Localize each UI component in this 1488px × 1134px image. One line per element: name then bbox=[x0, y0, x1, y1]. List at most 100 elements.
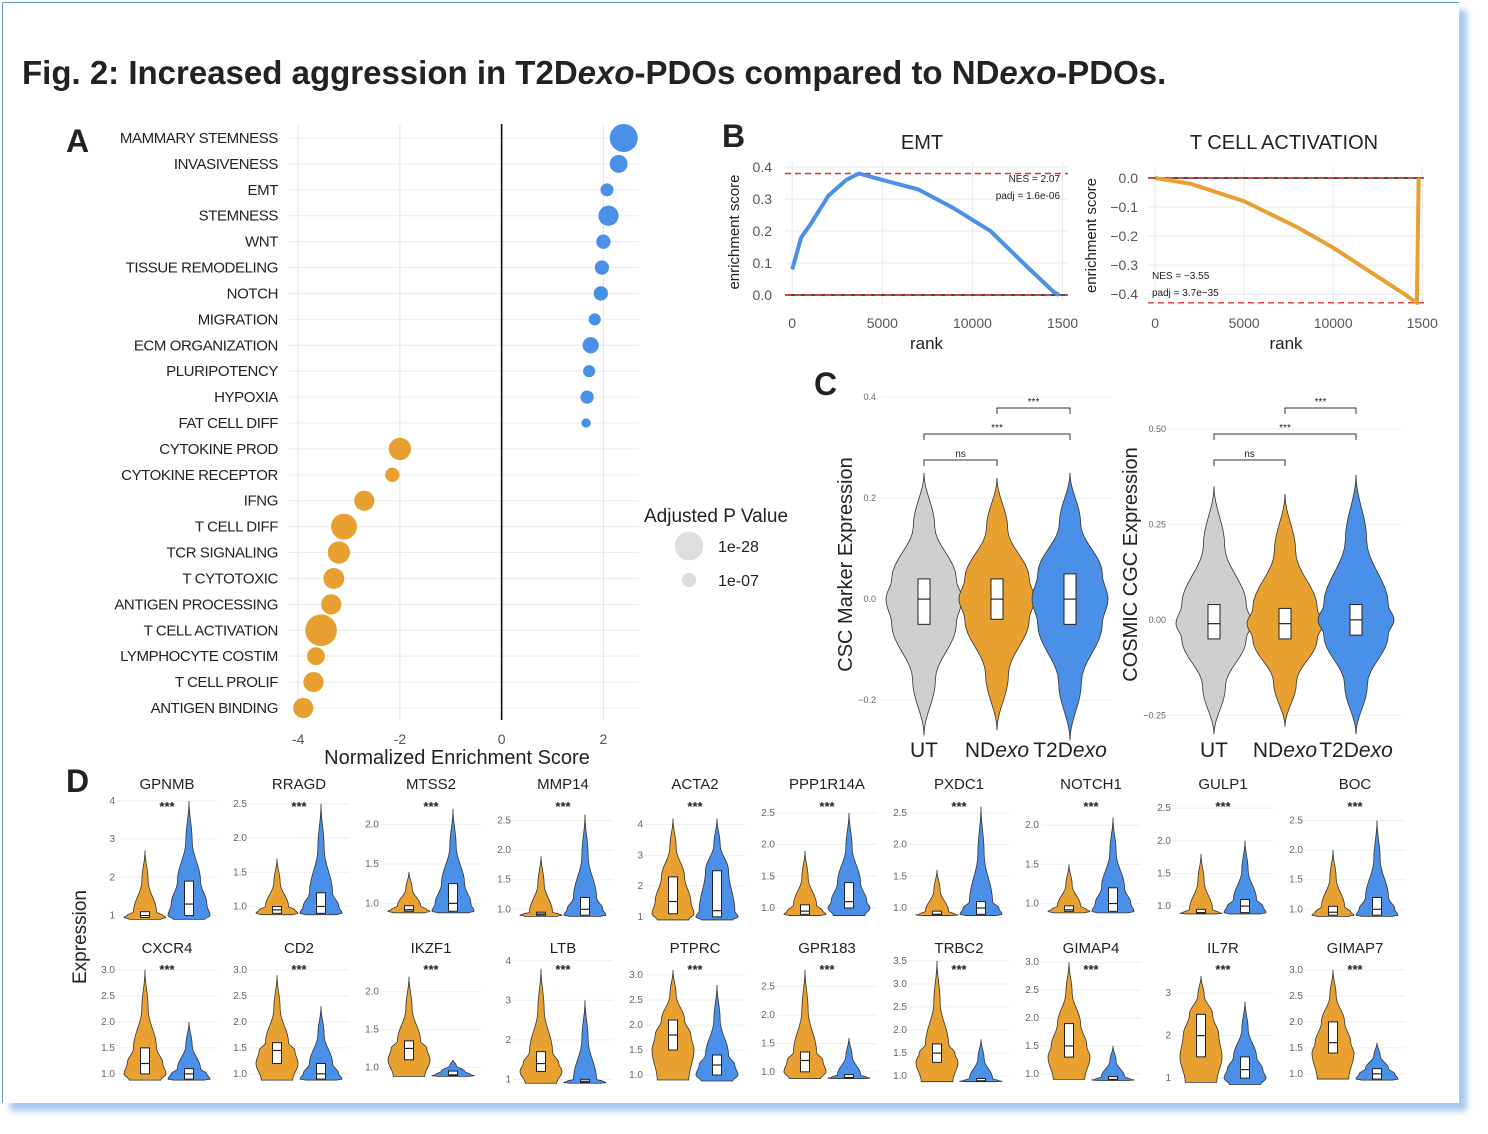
category-label: ANTIGEN PROCESSING bbox=[114, 596, 278, 613]
y-tick-label: 0.1 bbox=[753, 255, 773, 271]
panel-title: TRBC2 bbox=[934, 940, 983, 957]
category-label: ANTIGEN BINDING bbox=[151, 700, 278, 717]
violin-body bbox=[387, 976, 431, 1077]
category-label: CYTOKINE PROD bbox=[159, 441, 278, 458]
y-tick-label: 2 bbox=[505, 1035, 511, 1046]
violin-body bbox=[783, 969, 827, 1080]
significance-label: *** bbox=[1347, 799, 1363, 814]
y-tick-label: 2.5 bbox=[893, 1002, 907, 1013]
violin-box bbox=[1064, 1023, 1074, 1058]
y-tick-label: −0.3 bbox=[1110, 257, 1138, 273]
chart-title: EMT bbox=[901, 132, 943, 154]
significance-label: *** bbox=[1279, 423, 1291, 434]
panel-letter: B bbox=[722, 118, 745, 154]
y-tick-label: 1.5 bbox=[1025, 859, 1039, 870]
category-label: T CELL PROLIF bbox=[175, 674, 278, 691]
legend-label: 1e-28 bbox=[718, 539, 759, 556]
y-tick-label: 3.0 bbox=[1025, 957, 1039, 968]
violin-body bbox=[959, 806, 1003, 916]
x-tick-label: NDexo bbox=[1253, 739, 1318, 762]
y-tick-label: 1.5 bbox=[365, 859, 379, 870]
violin-body bbox=[123, 969, 167, 1081]
category-label: CYTOKINE RECEPTOR bbox=[121, 467, 278, 484]
significance-bracket bbox=[923, 459, 998, 466]
violin-body bbox=[519, 856, 563, 917]
y-tick-label: 1 bbox=[109, 911, 115, 922]
y-tick-label: 2.0 bbox=[1025, 820, 1039, 831]
category-label: TCR SIGNALING bbox=[167, 545, 278, 562]
violin-body bbox=[167, 1021, 211, 1081]
y-tick-label: 4 bbox=[505, 956, 511, 967]
dot bbox=[598, 205, 619, 226]
text-part: ND bbox=[1253, 739, 1283, 762]
x-tick-label: 1500 bbox=[1407, 315, 1438, 331]
y-tick-label: 1.0 bbox=[233, 1069, 247, 1080]
annotation: padj = 1.6e-06 bbox=[996, 191, 1061, 202]
y-axis-label: Expression bbox=[70, 890, 91, 984]
y-tick-label: 2.5 bbox=[1289, 816, 1303, 827]
y-tick-label: 1 bbox=[505, 1074, 511, 1085]
violin-body bbox=[1091, 817, 1135, 914]
panel-title: PPP1R14A bbox=[789, 776, 865, 793]
violin-body bbox=[299, 803, 343, 916]
violin-body bbox=[255, 975, 299, 1081]
y-tick-label: 3 bbox=[1165, 988, 1171, 999]
text-part: T2D bbox=[1033, 739, 1073, 762]
violin-box bbox=[140, 911, 150, 918]
significance-bracket bbox=[1213, 433, 1357, 440]
x-tick-label: -4 bbox=[292, 731, 305, 747]
y-tick-label: 1 bbox=[1165, 1073, 1171, 1084]
y-tick-label: −0.1 bbox=[1110, 199, 1138, 215]
y-tick-label: 1.0 bbox=[761, 903, 775, 914]
violin-body bbox=[783, 850, 827, 916]
dot bbox=[596, 234, 611, 249]
violin-box bbox=[404, 1040, 414, 1061]
violin-box bbox=[1328, 1021, 1338, 1054]
y-tick-label: 3 bbox=[505, 995, 511, 1006]
y-tick-label: 0.0 bbox=[863, 594, 876, 604]
violin-box bbox=[184, 880, 194, 917]
violin-box bbox=[800, 904, 810, 915]
violin-body bbox=[167, 800, 211, 920]
violin-body bbox=[255, 858, 299, 916]
significance-label: *** bbox=[423, 799, 439, 814]
significance-label: *** bbox=[991, 423, 1003, 434]
dot bbox=[594, 260, 610, 275]
x-tick-label: 10000 bbox=[1314, 315, 1353, 331]
legend-title: Adjusted P Value bbox=[644, 506, 788, 527]
category-label: TISSUE REMODELING bbox=[126, 260, 278, 277]
text-part: exo bbox=[1073, 739, 1107, 762]
violin-box bbox=[1108, 887, 1118, 912]
y-tick-label: 3 bbox=[109, 834, 115, 845]
violin-body bbox=[958, 1039, 1004, 1083]
y-tick-label: 1.0 bbox=[1025, 1069, 1039, 1080]
y-tick-label: 0.4 bbox=[753, 159, 773, 175]
category-label: FAT CELL DIFF bbox=[178, 415, 278, 432]
violin-box bbox=[1207, 604, 1221, 640]
x-tick-label: UT bbox=[910, 739, 938, 762]
category-label: PLURIPOTENCY bbox=[166, 363, 278, 380]
dot bbox=[303, 671, 324, 693]
y-tick-label: 1.0 bbox=[1289, 904, 1303, 915]
y-tick-label: 2.5 bbox=[233, 799, 247, 810]
y-tick-label: 0.00 bbox=[1148, 615, 1166, 625]
dot bbox=[331, 513, 357, 540]
text-part: Fig. 2: Increased aggression in T2D bbox=[22, 54, 578, 91]
y-tick-label: 2.5 bbox=[761, 808, 775, 819]
significance-label: *** bbox=[159, 799, 175, 814]
annotation: NES = 2.07 bbox=[1009, 174, 1061, 185]
text-part: exo bbox=[995, 739, 1029, 762]
text-part: UT bbox=[910, 739, 938, 762]
x-tick-label: 2 bbox=[599, 731, 607, 747]
y-tick-label: 1.5 bbox=[365, 1025, 379, 1036]
x-tick-label: T2Dexo bbox=[1319, 739, 1393, 762]
y-tick-label: 1.0 bbox=[1157, 901, 1171, 912]
significance-label: *** bbox=[687, 962, 703, 977]
y-tick-label: 1.0 bbox=[761, 1067, 775, 1078]
dot bbox=[307, 647, 325, 666]
panel-letter: C bbox=[814, 366, 837, 402]
panel-title: ACTA2 bbox=[671, 776, 718, 793]
y-tick-label: 1.0 bbox=[365, 898, 379, 909]
dot bbox=[327, 541, 351, 564]
text-part: -PDOs compared to ND bbox=[635, 54, 1000, 91]
